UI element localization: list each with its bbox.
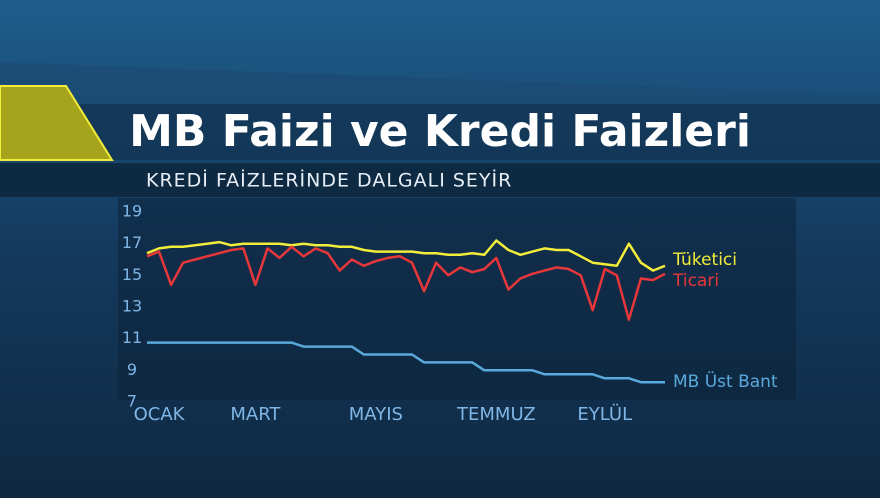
x-tick-label: MART <box>230 404 281 425</box>
series-label: Tüketici <box>672 250 737 270</box>
y-tick-label: 17 <box>122 233 142 252</box>
y-tick-label: 13 <box>122 297 142 316</box>
chart-subtitle: KREDİ FAİZLERİNDE DALGALI SEYİR <box>146 169 512 192</box>
series-label: MB Üst Bant <box>673 370 778 392</box>
accent <box>0 85 114 161</box>
y-tick-label: 7 <box>127 392 137 411</box>
series-line <box>146 239 666 272</box>
x-tick-label: MAYIS <box>349 404 403 425</box>
plot-area <box>118 198 796 400</box>
x-tick-label: TEMMUZ <box>456 404 536 425</box>
y-tick-label: 9 <box>127 360 137 379</box>
y-tick-label: 19 <box>122 202 142 221</box>
series-line <box>146 245 666 321</box>
y-tick-label: 11 <box>122 328 142 347</box>
series-label: Ticari <box>672 271 719 291</box>
series-line <box>147 341 665 384</box>
y-tick-label: 15 <box>122 265 142 284</box>
subtitle-bar <box>0 163 880 197</box>
title-bar <box>0 104 880 160</box>
x-tick-label: OCAK <box>134 404 186 425</box>
x-tick-label: EYLÜL <box>577 403 632 425</box>
chart-title: MB Faizi ve Kredi Faizleri <box>129 106 751 157</box>
